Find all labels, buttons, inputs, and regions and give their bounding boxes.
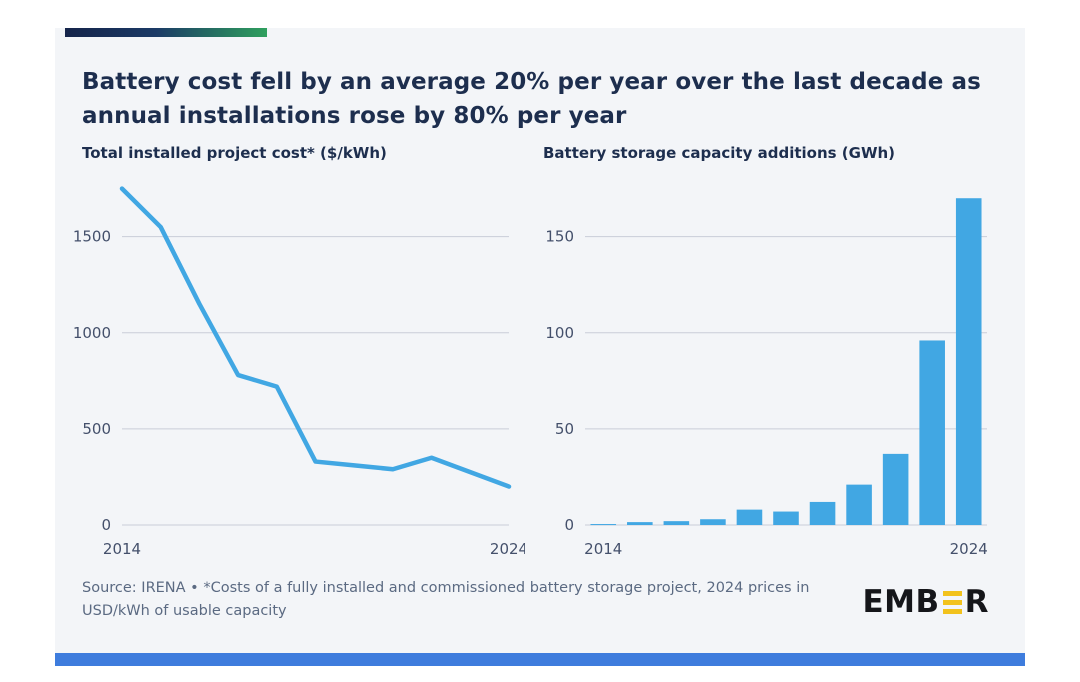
top-accent-gradient-bar bbox=[65, 28, 267, 37]
svg-text:2024: 2024 bbox=[950, 540, 988, 558]
svg-text:2014: 2014 bbox=[103, 540, 141, 558]
logo-e-bar-middle bbox=[942, 600, 962, 605]
source-note: Source: IRENA • *Costs of a fully instal… bbox=[82, 577, 842, 623]
infographic-card: Battery cost fell by an average 20% per … bbox=[55, 28, 1025, 666]
page-title-line1: Battery cost fell by an average 20% per … bbox=[82, 69, 981, 96]
capacity-bar-chart: 0 50 100 150 2014 2024 bbox=[545, 198, 988, 558]
svg-text:0: 0 bbox=[101, 516, 111, 534]
svg-text:1000: 1000 bbox=[73, 324, 111, 342]
line-chart-title: Total installed project cost* ($/kWh) bbox=[82, 144, 387, 162]
svg-text:2024: 2024 bbox=[490, 540, 525, 558]
page-title-line2: annual installations rose by 80% per yea… bbox=[82, 103, 627, 130]
ember-logo-e-bars-icon bbox=[942, 591, 962, 614]
svg-text:100: 100 bbox=[545, 324, 574, 342]
svg-text:0: 0 bbox=[564, 516, 574, 534]
ember-logo: EMB R bbox=[862, 584, 989, 620]
logo-e-bar-top bbox=[942, 591, 962, 596]
logo-e-bar-bottom bbox=[942, 609, 962, 614]
page-title: Battery cost fell by an average 20% per … bbox=[82, 65, 1002, 133]
svg-text:50: 50 bbox=[555, 420, 574, 438]
svg-text:2014: 2014 bbox=[584, 540, 622, 558]
source-note-line2: USD/kWh of usable capacity bbox=[82, 603, 287, 619]
ember-logo-prefix: EMB bbox=[862, 584, 940, 620]
cost-line-chart: 0 500 1000 1500 2014 2024 bbox=[73, 186, 525, 558]
svg-text:150: 150 bbox=[545, 228, 574, 246]
ember-logo-suffix: R bbox=[964, 584, 989, 620]
bottom-blue-bar bbox=[55, 653, 1025, 666]
source-note-line1: Source: IRENA • *Costs of a fully instal… bbox=[82, 580, 810, 596]
svg-text:500: 500 bbox=[82, 420, 111, 438]
bar-chart-title: Battery storage capacity additions (GWh) bbox=[543, 144, 896, 162]
svg-text:1500: 1500 bbox=[73, 228, 111, 246]
